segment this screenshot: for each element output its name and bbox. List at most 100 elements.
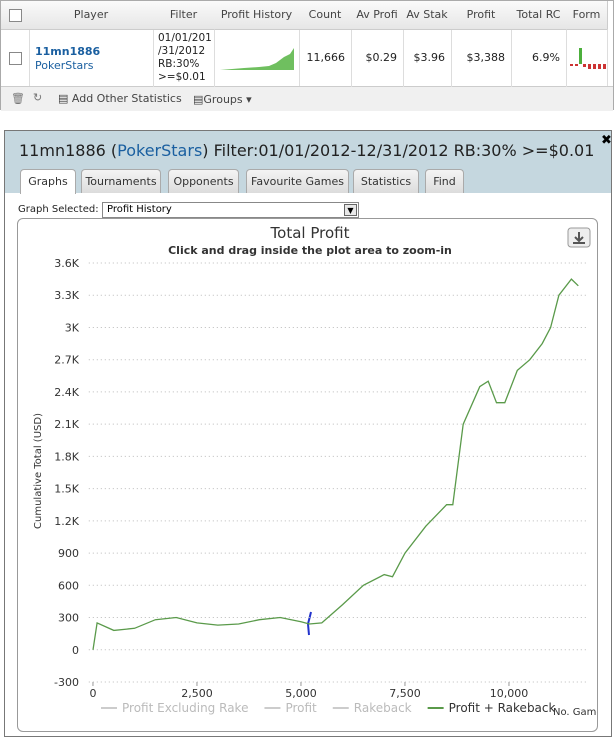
detail-panel: 11mn1886 (PokerStars) Filter:01/01/2012-… [4, 130, 612, 737]
tab[interactable]: Opponents [168, 169, 239, 193]
download-button[interactable] [567, 227, 591, 248]
y-tick-label: 3.6K [54, 257, 79, 270]
filter-line: 01/01/201 [158, 32, 212, 44]
y-tick-label: 1.2K [54, 515, 79, 528]
add-stats-label: Add Other Statistics [71, 92, 182, 105]
y-tick-label: 1.8K [54, 450, 79, 463]
value-cell: $3,388 [451, 29, 512, 87]
column-header[interactable]: Profit [451, 1, 512, 29]
x-tick-label: 5,000 [285, 687, 317, 700]
filter-line: >=$0.01 [158, 71, 206, 83]
graph-select-label: Graph Selected: [18, 204, 99, 215]
x-tick-label: 10,000 [490, 687, 529, 700]
legend-label[interactable]: Profit + Rakeback [449, 701, 556, 715]
y-tick-label: 3.3K [54, 289, 79, 302]
chart-title: Total Profit [270, 224, 350, 242]
groups-button[interactable]: ▤Groups ▾ [193, 93, 252, 106]
y-tick-label: 1.5K [54, 483, 79, 496]
form-bar [579, 48, 582, 64]
data-line [92, 278, 579, 650]
column-header[interactable]: Player [29, 1, 154, 29]
x-axis-label: No. Games [553, 707, 597, 718]
legend-label[interactable]: Profit Excluding Rake [122, 701, 248, 715]
y-tick-label: -300 [54, 676, 79, 689]
form-chart [570, 48, 606, 69]
form-bar [603, 64, 606, 69]
value-cell: $0.29 [351, 29, 404, 87]
title-filter: ) Filter:01/01/2012-12/31/2012 RB:30% >=… [202, 141, 595, 160]
select-arrow[interactable]: ▼ [344, 204, 357, 216]
tab[interactable]: Tournaments [81, 169, 161, 193]
title-site[interactable]: PokerStars [117, 141, 203, 160]
value-cell: 6.9% [511, 29, 567, 87]
close-button[interactable]: ✖ [601, 133, 612, 148]
column-header[interactable]: Filter [153, 1, 215, 29]
x-tick-label: 7,500 [389, 687, 421, 700]
form-bar [588, 64, 591, 69]
sparkline-area [220, 48, 294, 70]
select-all-checkbox[interactable] [9, 9, 22, 22]
y-tick-label: 3K [65, 321, 80, 334]
y-tick-label: 300 [58, 612, 79, 625]
filter-line: /31/2012 [158, 45, 206, 57]
grid-toolbar: 🗑 ↻ ▤ Add Other Statistics ▤Groups ▾ [1, 86, 613, 111]
player-grid: 🗑 ↻ ▤ Add Other Statistics ▤Groups ▾ Pla… [0, 0, 614, 111]
refresh-icon[interactable]: ↻ [33, 91, 43, 104]
panel-title: 11mn1886 (PokerStars) Filter:01/01/2012-… [19, 141, 594, 160]
legend-label[interactable]: Profit [285, 701, 317, 715]
column-header[interactable]: Count [299, 1, 352, 29]
form-bar [570, 64, 573, 66]
chart: Total Profit Click and drag inside the p… [33, 224, 608, 718]
av-stake-value: $3.96 [413, 51, 446, 64]
legend-label[interactable]: Rakeback [354, 701, 412, 715]
delete-icon[interactable]: 🗑 [11, 92, 25, 105]
row-checkbox-cell [1, 29, 30, 87]
column-header[interactable]: Av Stak [403, 1, 452, 29]
y-tick-label: 900 [58, 547, 79, 560]
y-tick-label: 2.7K [54, 354, 79, 367]
column-header[interactable]: Profit History [214, 1, 300, 29]
form-bar [575, 64, 578, 66]
row-checkbox[interactable] [9, 52, 22, 65]
value-cell: 11,666 [299, 29, 352, 87]
tab[interactable]: Favourite Games [246, 169, 349, 193]
av-profit-value: $0.29 [365, 51, 398, 64]
y-tick-label: 2.1K [54, 418, 79, 431]
player-name[interactable]: 11mn1886 [35, 45, 101, 58]
form-bar [593, 64, 596, 69]
add-stats-button[interactable]: ▤ Add Other Statistics [58, 92, 182, 105]
y-tick-label: 2.4K [54, 386, 79, 399]
tab[interactable]: Find [425, 169, 464, 193]
header-checkbox-cell [1, 1, 30, 29]
form-cell [566, 29, 608, 87]
sparkline [220, 48, 294, 70]
profit-value: $3,388 [466, 51, 506, 64]
player-site[interactable]: PokerStars [35, 59, 94, 72]
graph-select[interactable]: Profit History ▼ [102, 202, 359, 218]
column-header[interactable]: Total RC [511, 1, 567, 29]
groups-label: Groups [203, 93, 243, 106]
y-tick-label: 0 [72, 644, 79, 657]
title-player: 11mn1886 ( [19, 141, 118, 160]
count-value: 11,666 [306, 51, 346, 64]
tab[interactable]: Statistics [353, 169, 419, 193]
filter-cell: 01/01/201/31/2012 RB:30% >=$0.01 [153, 29, 215, 87]
panel-header: 11mn1886 (PokerStars) Filter:01/01/2012-… [5, 131, 612, 194]
form-bar [598, 64, 601, 69]
filter-line: RB:30% [158, 58, 200, 70]
player-cell: 11mn1886 PokerStars [29, 29, 154, 87]
profit-history-cell [214, 29, 300, 87]
y-tick-label: 600 [58, 579, 79, 592]
y-axis-label: Cumulative Total (USD) [33, 413, 44, 529]
chart-container: Total Profit Click and drag inside the p… [17, 218, 608, 732]
tab[interactable]: Graphs [20, 169, 76, 194]
column-header[interactable]: Form [566, 1, 608, 29]
total-rc-value: 6.9% [532, 51, 560, 64]
x-tick-label: 0 [89, 687, 96, 700]
column-header[interactable]: Av Profi [351, 1, 404, 29]
value-cell: $3.96 [403, 29, 452, 87]
graph-select-value: Profit History [107, 204, 172, 215]
form-bar [583, 64, 586, 67]
chart-subtitle: Click and drag inside the plot area to z… [168, 244, 452, 257]
